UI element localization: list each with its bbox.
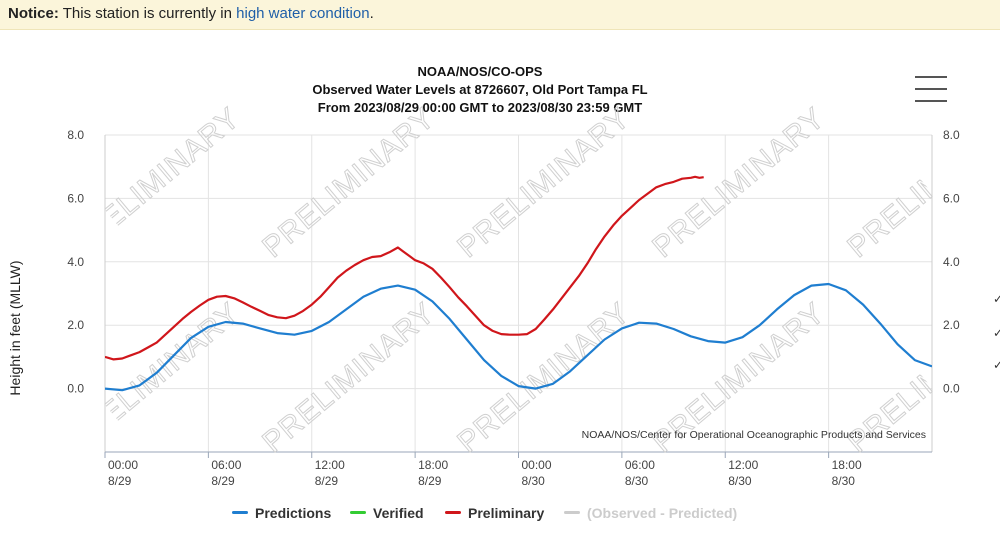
notice-text: This station is currently in bbox=[58, 5, 237, 22]
series-line-preliminary bbox=[105, 175, 704, 361]
y-tick-label-right: 6.0 bbox=[943, 191, 960, 205]
x-tick-label-time: 18:00 bbox=[832, 458, 862, 472]
chart-legend: Predictions Verified Preliminary (Observ… bbox=[0, 505, 1000, 527]
x-tick-label-date: 8/29 bbox=[211, 474, 235, 488]
legend-label: Predictions bbox=[255, 505, 332, 521]
chart-menu-button[interactable] bbox=[915, 76, 947, 104]
legend-swatch bbox=[232, 510, 248, 514]
x-tick-label-date: 8/30 bbox=[625, 474, 649, 488]
y-tick-label-left: 4.0 bbox=[67, 255, 84, 269]
x-tick-label-time: 18:00 bbox=[418, 458, 448, 472]
legend-swatch bbox=[564, 510, 580, 514]
legend-label: (Observed - Predicted) bbox=[587, 505, 738, 521]
notice-prefix: Notice: bbox=[8, 5, 59, 22]
y-tick-label-right: 2.0 bbox=[943, 318, 960, 332]
hamburger-icon-bar bbox=[915, 88, 947, 90]
x-tick-label-time: 00:00 bbox=[522, 458, 552, 472]
legend-swatch bbox=[445, 510, 461, 514]
chart-subtitle: Observed Water Levels at 8726607, Old Po… bbox=[312, 82, 648, 97]
hamburger-icon-bar bbox=[915, 76, 947, 78]
watermark-preliminary: PRELIMINARY bbox=[256, 296, 441, 459]
x-tick-label-date: 8/29 bbox=[315, 474, 339, 488]
notice-suffix: . bbox=[369, 5, 374, 22]
watermark-preliminary: PRELIMINARY bbox=[61, 296, 246, 459]
x-tick-label-time: 06:00 bbox=[211, 458, 241, 472]
edge-mark: ✓ bbox=[993, 358, 1000, 372]
x-tick-label-time: 12:00 bbox=[728, 458, 758, 472]
chart-date-range: From 2023/08/29 00:00 GMT to 2023/08/30 … bbox=[317, 100, 643, 115]
series-line-predictions bbox=[105, 282, 932, 392]
y-tick-label-left: 2.0 bbox=[67, 318, 84, 332]
high-water-link[interactable]: high water condition bbox=[236, 5, 370, 22]
y-tick-label-right: 0.0 bbox=[943, 382, 960, 396]
x-tick-label-date: 8/29 bbox=[108, 474, 132, 488]
y-tick-label-left: 0.0 bbox=[67, 382, 84, 396]
edge-mark: ✓ bbox=[993, 292, 1000, 306]
x-tick-label-time: 06:00 bbox=[625, 458, 655, 472]
x-tick-label-time: 00:00 bbox=[108, 458, 138, 472]
y-tick-label-left: 6.0 bbox=[67, 191, 84, 205]
legend-item-predictions[interactable]: Predictions bbox=[232, 505, 331, 521]
x-tick-label-date: 8/30 bbox=[522, 474, 546, 488]
y-tick-label-left: 8.0 bbox=[67, 128, 84, 142]
legend-swatch bbox=[350, 510, 366, 514]
x-tick-label-date: 8/29 bbox=[418, 474, 442, 488]
x-tick-label-date: 8/30 bbox=[832, 474, 856, 488]
chart-credit: NOAA/NOS/Center for Operational Oceanogr… bbox=[582, 429, 926, 441]
legend-label: Preliminary bbox=[468, 505, 545, 521]
watermark-preliminary: PRELIMINARY bbox=[841, 101, 1000, 264]
hamburger-icon-bar bbox=[915, 100, 947, 102]
edge-marks: ✓ ✓ ✓ bbox=[993, 292, 1000, 372]
chart-svg: 8.0 8.0 6.0 6.0 4.0 4.0 2.0 2.0 0.0 0.0 00:00 8/29 0… bbox=[61, 101, 1000, 488]
notice-banner: Notice: This station is currently in hig… bbox=[0, 0, 1000, 30]
y-tick-label-right: 4.0 bbox=[943, 255, 960, 269]
watermark-preliminary: PRELIMINARY bbox=[61, 101, 246, 264]
legend-item-preliminary[interactable]: Preliminary bbox=[445, 505, 544, 521]
watermark-preliminary: PRELIMINARY bbox=[256, 101, 441, 264]
legend-item-verified[interactable]: Verified bbox=[350, 505, 424, 521]
legend-label: Verified bbox=[373, 505, 424, 521]
watermark-preliminary: PRELIMINARY bbox=[451, 101, 636, 264]
chart-area: NOAA/NOS/CO-OPS Observed Water Levels at… bbox=[0, 30, 1000, 541]
chart-title: NOAA/NOS/CO-OPS bbox=[417, 64, 543, 79]
y-tick-label-right: 8.0 bbox=[943, 128, 960, 142]
x-tick-label-date: 8/30 bbox=[728, 474, 752, 488]
legend-item-observed-minus-predicted[interactable]: (Observed - Predicted) bbox=[564, 505, 737, 521]
edge-mark: ✓ bbox=[993, 326, 1000, 340]
x-tick-label-time: 12:00 bbox=[315, 458, 345, 472]
